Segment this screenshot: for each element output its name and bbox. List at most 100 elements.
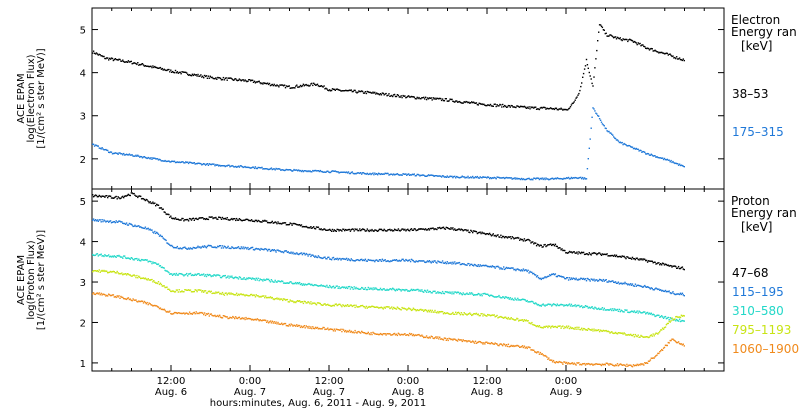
data-point (288, 282, 290, 284)
data-point (469, 177, 471, 179)
data-point (367, 173, 369, 176)
data-point (528, 322, 530, 324)
data-point (213, 163, 215, 165)
data-point (614, 309, 617, 311)
data-point (642, 363, 644, 365)
data-point (610, 331, 612, 334)
data-point (217, 291, 219, 294)
data-point (461, 294, 463, 296)
data-point (266, 221, 269, 224)
data-point (473, 230, 476, 232)
data-point (472, 231, 474, 234)
data-point (99, 254, 101, 256)
y-tick-label: 5 (80, 197, 86, 208)
data-point (472, 175, 474, 178)
y-axis-title: ACE EPAM (16, 255, 27, 305)
data-point (638, 310, 640, 312)
data-point (629, 334, 631, 336)
data-point (372, 288, 374, 291)
data-point (123, 222, 125, 225)
data-point (223, 275, 226, 277)
data-point (197, 289, 199, 291)
data-point (289, 87, 291, 89)
data-point (590, 78, 592, 80)
data-point (193, 73, 195, 75)
data-point (361, 305, 363, 307)
x-tick-label: 12:00 (315, 376, 344, 387)
series-1060-1900 (92, 292, 685, 368)
data-point (634, 41, 637, 43)
data-point (361, 228, 364, 230)
data-point (472, 101, 475, 103)
data-point (539, 244, 542, 246)
data-point (99, 147, 101, 149)
data-point (292, 170, 294, 172)
data-point (541, 326, 543, 329)
data-point (221, 245, 224, 247)
data-point (678, 163, 681, 165)
data-point (197, 73, 199, 76)
data-point (666, 290, 668, 293)
data-point (192, 312, 194, 314)
data-point (637, 284, 639, 286)
data-point (283, 322, 286, 325)
data-point (583, 177, 586, 179)
data-point (528, 106, 530, 108)
data-point (226, 165, 228, 167)
data-point (92, 143, 94, 145)
data-point (524, 178, 526, 181)
data-point (344, 90, 346, 92)
data-point (145, 228, 147, 230)
data-point (187, 218, 189, 221)
data-point (565, 278, 567, 280)
data-point (105, 57, 107, 60)
data-point (298, 324, 300, 327)
data-point (572, 177, 574, 179)
data-point (362, 92, 365, 94)
data-point (233, 247, 235, 250)
data-point (212, 77, 214, 80)
data-point (592, 85, 594, 87)
data-point (386, 260, 388, 262)
data-point (172, 217, 175, 220)
data-point (644, 336, 646, 338)
data-point (147, 261, 149, 263)
data-point (103, 269, 105, 272)
data-point (424, 228, 427, 230)
data-point (518, 320, 520, 322)
data-point (326, 170, 328, 173)
data-point (265, 295, 267, 297)
data-point (219, 245, 222, 247)
data-point (616, 36, 619, 39)
data-point (229, 275, 231, 277)
data-point (127, 257, 130, 259)
data-point (318, 327, 321, 330)
data-point (223, 165, 226, 167)
data-point (576, 251, 578, 253)
data-point (599, 24, 602, 26)
data-point (410, 333, 413, 335)
data-point (288, 223, 290, 226)
data-point (130, 275, 132, 277)
data-point (461, 102, 463, 104)
data-point (210, 163, 212, 166)
data-point (400, 229, 402, 231)
data-point (299, 301, 302, 303)
data-point (152, 157, 154, 159)
data-point (531, 178, 533, 180)
data-point (104, 220, 106, 222)
data-point (468, 313, 470, 315)
data-point (112, 221, 115, 223)
data-point (144, 156, 147, 159)
data-point (187, 73, 189, 76)
data-point (410, 228, 413, 230)
data-point (670, 292, 672, 295)
data-point (204, 314, 207, 317)
data-point (535, 303, 538, 305)
data-point (625, 365, 627, 368)
data-point (173, 291, 176, 293)
data-point (173, 160, 176, 162)
data-point (361, 90, 364, 93)
data-point (160, 283, 163, 286)
data-point (106, 149, 108, 151)
